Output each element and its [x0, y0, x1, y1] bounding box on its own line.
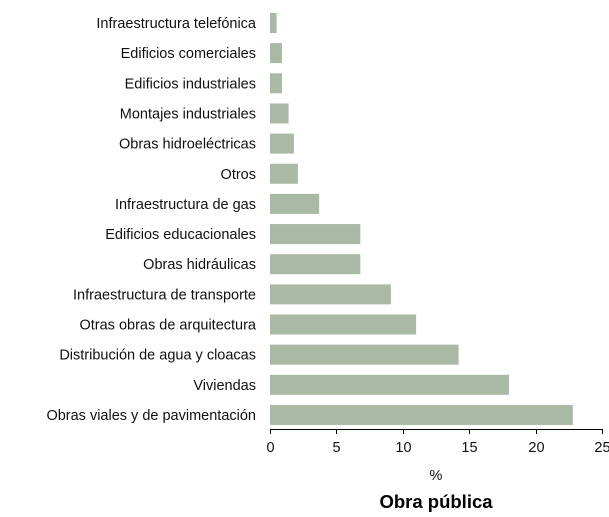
- bar: [270, 13, 277, 33]
- bar: [270, 43, 282, 64]
- bar: [270, 133, 294, 154]
- bar: [270, 284, 391, 305]
- x-tick-label: 0: [266, 440, 274, 456]
- category-label: Edificios educacionales: [105, 227, 256, 243]
- chart-title: Obra pública: [379, 491, 493, 512]
- category-label: Edificios comerciales: [121, 46, 256, 62]
- category-label: Infraestructura telefónica: [96, 16, 257, 32]
- bar: [270, 193, 320, 214]
- category-label: Otros: [221, 167, 256, 183]
- x-axis-ticks: 0 5 10 15 20 25: [266, 429, 609, 456]
- bar: [270, 224, 361, 245]
- bar: [270, 374, 510, 395]
- x-tick-label: 25: [594, 440, 609, 456]
- x-axis-label: %: [430, 468, 443, 484]
- category-label: Distribución de agua y cloacas: [59, 348, 256, 364]
- category-label: Edificios industriales: [125, 76, 256, 92]
- category-label: Obras viales y de pavimentación: [46, 408, 256, 424]
- bar: [270, 163, 298, 184]
- bar: [270, 314, 417, 335]
- bars-layer: [270, 13, 573, 425]
- category-label: Otras obras de arquitectura: [79, 318, 256, 334]
- x-tick-label: 10: [395, 440, 411, 456]
- bar: [270, 404, 573, 425]
- x-tick-label: 20: [528, 440, 544, 456]
- category-label: Obras hidráulicas: [143, 257, 256, 273]
- bar: [270, 344, 459, 365]
- category-label: Viviendas: [193, 378, 256, 394]
- bar: [270, 73, 282, 94]
- category-label: Montajes industriales: [120, 106, 256, 122]
- category-label: Infraestructura de gas: [115, 197, 256, 213]
- x-tick-label: 15: [461, 440, 477, 456]
- category-label: Obras hidroeléctricas: [119, 137, 256, 153]
- x-tick-label: 5: [332, 440, 340, 456]
- bar: [270, 103, 289, 124]
- category-labels: Infraestructura telefónica Edificios come…: [46, 16, 256, 424]
- category-label: Infraestructura de transporte: [73, 287, 256, 303]
- bar: [270, 254, 361, 275]
